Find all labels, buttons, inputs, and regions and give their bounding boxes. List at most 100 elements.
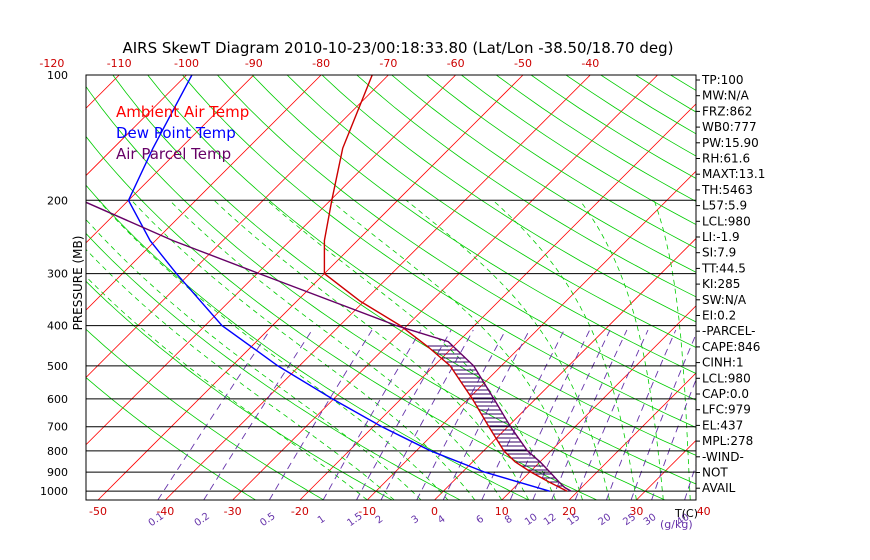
index-entry: L57:5.9 [702, 199, 747, 213]
moist-adiabat-line [653, 200, 691, 500]
bottom-temp-tick: 30 [629, 505, 643, 518]
pressure-tick-300: 300 [47, 268, 68, 281]
index-entry: NOT [702, 466, 728, 480]
top-temp-tick: -50 [514, 57, 532, 70]
mixing-ratio-unit: (g/kg) [660, 518, 693, 531]
index-entry: PW:15.90 [702, 136, 759, 150]
isotherm-line [86, 75, 255, 244]
pressure-tick-700: 700 [47, 421, 68, 434]
index-entry: -PARCEL- [702, 324, 756, 338]
index-entry: TT:44.5 [701, 261, 746, 275]
isotherm-line [0, 75, 52, 500]
legend: Ambient Air Temp Dew Point Temp Air Parc… [116, 103, 249, 163]
mixing-ratio-tick: 12 [542, 512, 559, 528]
moist-adiabat-line [86, 248, 395, 500]
bottom-temp-axis: -50 -40 -30 -20 -10 0 10 20 30 40 [89, 505, 711, 518]
pressure-tick-800: 800 [47, 445, 68, 458]
index-entry: SW:N/A [702, 293, 747, 307]
moist-adiabat-line [405, 199, 610, 500]
index-entry: TP:100 [701, 73, 744, 87]
top-temp-axis: -120 -110 -100 -90 -80 -70 -60 -50 -40 [39, 57, 599, 70]
dry-adiabat-line [530, 75, 696, 179]
dry-adiabat-line [217, 75, 696, 401]
index-entry: LFC:979 [702, 403, 751, 417]
mixing-ratio-line [380, 329, 474, 500]
top-temp-tick: -110 [107, 57, 132, 70]
mixing-ratio-tick: 10 [523, 512, 540, 528]
mixing-ratio-line [442, 329, 530, 500]
isotherm-line [232, 75, 658, 500]
index-entry: CAPE:846 [702, 340, 760, 354]
mixing-ratio-tick: 0.5 [258, 511, 277, 529]
bottom-temp-tick: 0 [431, 505, 438, 518]
index-entry: CINH:1 [702, 356, 744, 370]
mixing-ratio-line [509, 329, 591, 500]
legend-ambient: Ambient Air Temp [116, 103, 249, 121]
index-entry: RH:61.6 [702, 152, 750, 166]
mixing-ratio-tick: 0.2 [193, 511, 212, 529]
bottom-temp-tick: -50 [89, 505, 107, 518]
pressure-tick-1000: 1000 [40, 485, 68, 498]
mixing-ratio-line [356, 329, 452, 500]
index-entry: FRZ:862 [702, 104, 752, 118]
mixing-ratio-tick: 8 [503, 514, 515, 527]
bottom-temp-tick: 40 [697, 505, 711, 518]
top-temp-tick: -120 [39, 57, 64, 70]
legend-dewpoint: Dew Point Temp [116, 124, 236, 142]
dry-adiabat-line [391, 75, 696, 273]
moist-adiabat-line [86, 218, 422, 500]
index-entry: CAP:0.0 [702, 387, 749, 401]
dry-adiabat-line [251, 75, 696, 374]
mixing-ratio-line [322, 329, 422, 500]
mixing-ratio-tick: 20 [597, 512, 614, 528]
index-entry: AVAIL [702, 481, 736, 495]
legend-parcel: Air Parcel Temp [116, 145, 231, 163]
index-entry: MW:N/A [702, 89, 750, 103]
pressure-axis: 100 200 300 400 500 600 700 800 900 1000 [40, 69, 68, 498]
dry-adiabat-line [670, 75, 696, 91]
index-entry: LCL:980 [702, 214, 751, 228]
dry-adiabat-line [182, 75, 696, 428]
pressure-tick-900: 900 [47, 466, 68, 479]
series-line-1 [127, 75, 550, 492]
index-entry: TH:5463 [701, 183, 753, 197]
dry-adiabat-line [496, 75, 696, 202]
top-temp-tick: -100 [174, 57, 199, 70]
pressure-tick-600: 600 [47, 393, 68, 406]
mixing-ratio-tick: 1 [316, 514, 328, 527]
dry-adiabat-line [86, 328, 324, 500]
cape-area [422, 342, 565, 488]
mixing-ratio-line [574, 329, 649, 500]
isotherm-line [86, 75, 456, 446]
index-entry: LI:-1.9 [702, 230, 740, 244]
index-entry: EI:0.2 [702, 309, 736, 323]
isotherm-line [501, 305, 696, 500]
isotherm-line [165, 75, 591, 500]
bottom-temp-tick: -40 [156, 505, 174, 518]
mixing-ratio-line [268, 329, 373, 500]
pressure-tick-100: 100 [47, 69, 68, 82]
mixing-ratio-line [605, 329, 677, 500]
mixing-ratio-tick: 3 [410, 514, 422, 527]
top-temp-tick: -90 [245, 57, 263, 70]
moist-adiabat-grid [86, 199, 691, 500]
bottom-temp-tick: -10 [358, 505, 376, 518]
isotherm-line [97, 75, 524, 500]
index-entry: WB0:777 [702, 120, 757, 134]
index-entry: MPL:278 [702, 434, 753, 448]
isotherm-grid [0, 75, 696, 500]
dry-adiabat-grid [86, 75, 696, 500]
bottom-temp-tick: -20 [291, 505, 309, 518]
moist-adiabat-line [98, 200, 449, 500]
moist-adiabat-line [131, 200, 476, 500]
mixing-ratio-line [157, 329, 271, 500]
dry-adiabat-line [86, 280, 393, 500]
series-line-0 [323, 75, 568, 492]
mixing-ratio-tick: 30 [642, 512, 659, 528]
dry-adiabat-line [86, 377, 256, 500]
dry-adiabat-line [112, 75, 696, 485]
mixing-ratio-line [203, 329, 313, 500]
cape-hatch [422, 342, 565, 488]
plot-frame [85, 74, 697, 501]
